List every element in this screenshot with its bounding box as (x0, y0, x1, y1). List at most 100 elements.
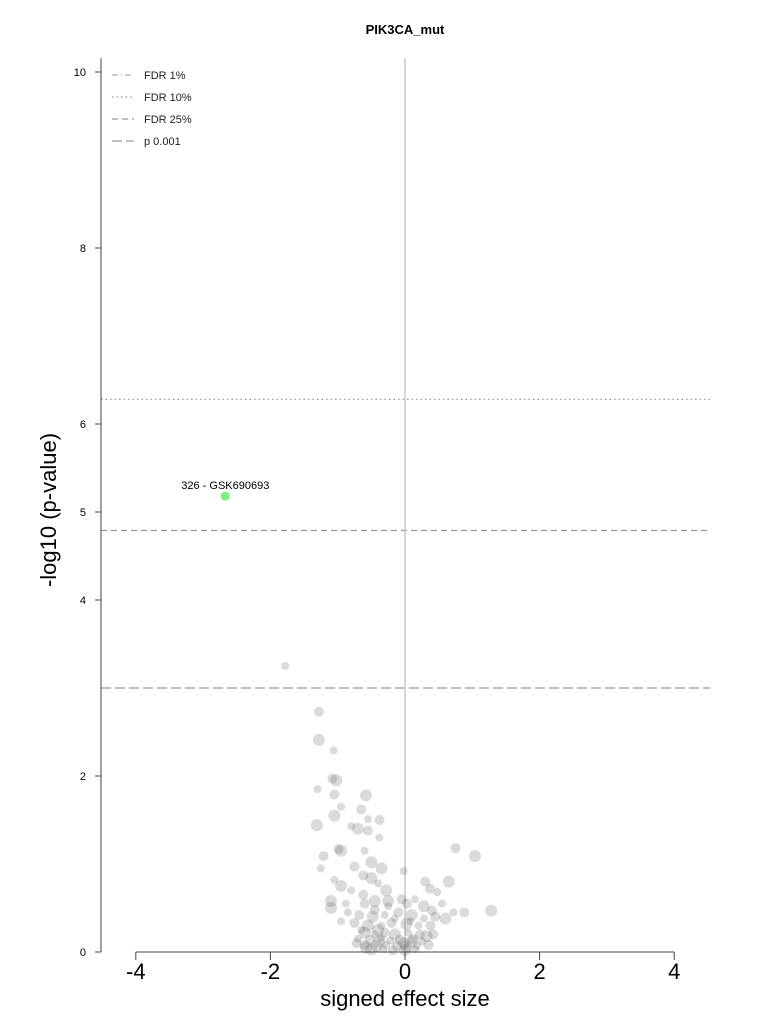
data-point (400, 917, 413, 930)
data-point (333, 844, 344, 855)
data-point (424, 883, 435, 894)
data-point (313, 785, 322, 794)
x-tick-label: 4 (668, 959, 680, 984)
data-point (330, 875, 339, 884)
data-point (312, 733, 325, 746)
y-tick-label: 0 (80, 947, 86, 959)
data-point (377, 921, 386, 930)
data-point (397, 937, 410, 950)
data-point (281, 662, 290, 670)
chart-title: PIK3CA_mut (366, 22, 445, 37)
data-point (420, 876, 431, 887)
data-point (354, 910, 365, 921)
data-point (404, 928, 413, 937)
data-point (388, 928, 401, 941)
legend: FDR 1% FDR 10% FDR 25% p 0.001 (112, 70, 192, 148)
data-point (433, 888, 442, 897)
data-point (365, 872, 378, 885)
data-point (390, 914, 399, 923)
legend-label: FDR 1% (144, 70, 186, 82)
data-point (420, 930, 433, 943)
data-point (365, 856, 378, 869)
data-point (391, 940, 402, 951)
data-point (366, 910, 379, 923)
data-point (393, 907, 404, 918)
data-point (310, 819, 323, 832)
x-tick-label: 2 (533, 959, 545, 984)
data-point (335, 880, 348, 892)
x-tick-label: -2 (261, 959, 281, 984)
y-tick-label: 2 (80, 771, 86, 783)
highlighted-point (220, 491, 230, 501)
data-point (382, 940, 391, 949)
data-point (417, 900, 430, 913)
highlighted-point-label: 326 - GSK690693 (181, 480, 269, 492)
data-point (423, 939, 434, 950)
data-point (370, 939, 383, 952)
data-point (365, 934, 376, 945)
x-axis-ticks: -4 -2 0 2 4 (126, 952, 680, 984)
data-point (351, 822, 364, 835)
data-point (387, 945, 398, 956)
data-point (359, 941, 372, 954)
data-point (375, 862, 388, 875)
data-point (414, 921, 423, 930)
y-tick-label: 8 (80, 243, 86, 255)
data-point (384, 902, 393, 911)
data-point (316, 864, 325, 873)
data-point (329, 789, 340, 800)
data-point (374, 879, 383, 888)
data-point (449, 908, 458, 917)
data-point (369, 904, 380, 915)
data-point (399, 944, 411, 957)
data-point (406, 917, 415, 926)
data-point (442, 875, 455, 888)
y-axis-label: -log10 (p-value) (36, 433, 61, 587)
data-point (382, 894, 395, 907)
data-point (360, 846, 369, 855)
highlighted-point-group: 326 - GSK690693 (181, 480, 269, 501)
data-point (351, 938, 362, 949)
y-tick-label: 5 (80, 507, 86, 519)
data-point (373, 935, 386, 948)
data-point (358, 926, 371, 939)
y-axis-ticks: 0 2 4 5 6 8 10 (74, 67, 101, 959)
data-point (438, 899, 447, 908)
data-point (380, 911, 389, 920)
data-point (335, 844, 348, 857)
data-point (328, 809, 341, 822)
y-tick-label: 10 (74, 67, 86, 79)
data-point (459, 907, 470, 918)
data-point (330, 774, 343, 787)
data-point (372, 924, 385, 936)
data-point (468, 850, 481, 863)
data-point (347, 822, 356, 831)
data-point (370, 930, 379, 939)
data-point (318, 851, 329, 862)
data-point (356, 804, 367, 815)
data-point (361, 919, 374, 932)
data-point (413, 941, 422, 950)
data-point (430, 911, 441, 922)
data-point (419, 914, 428, 923)
data-point (411, 945, 420, 954)
data-point (386, 917, 397, 928)
data-point (324, 894, 337, 907)
data-point (362, 825, 373, 836)
data-point (357, 926, 366, 934)
data-point (377, 933, 386, 942)
data-point (400, 940, 413, 953)
data-point (379, 927, 390, 938)
data-point (394, 934, 405, 945)
data-point (359, 939, 370, 950)
data-point (399, 867, 408, 876)
data-point (375, 833, 384, 842)
legend-label: FDR 10% (144, 92, 192, 104)
data-point (386, 936, 395, 945)
data-point (374, 815, 385, 825)
data-point (313, 706, 324, 717)
data-point (380, 884, 393, 897)
data-point (439, 912, 452, 925)
data-point (358, 870, 369, 881)
